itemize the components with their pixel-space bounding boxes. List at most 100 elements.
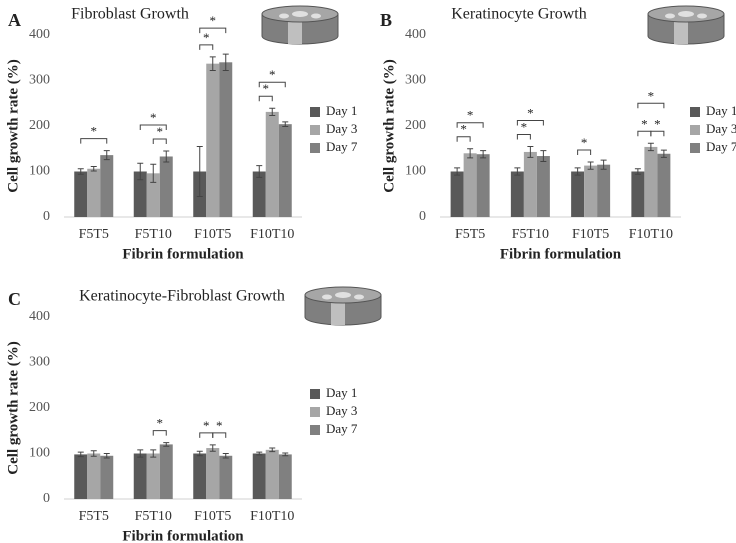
significance-bracket: [212, 432, 227, 438]
bar: [87, 168, 101, 217]
bar: [146, 173, 160, 217]
error-bar: [660, 149, 667, 158]
x-tick-label: F10T5: [194, 227, 231, 242]
error-bar: [527, 145, 534, 158]
significance-bracket: [139, 124, 167, 131]
y-tick-label: 0: [419, 209, 426, 224]
bar: [584, 165, 598, 217]
error-bar: [269, 447, 276, 453]
bar: [644, 146, 658, 217]
error-bar: [480, 150, 487, 159]
icon-hole: [697, 13, 707, 19]
legend-label: Day 3: [326, 121, 357, 136]
significance-label: *: [654, 116, 661, 131]
y-tick-label: 200: [405, 118, 426, 133]
legend-swatch: [310, 407, 320, 417]
significance-bracket: [258, 81, 286, 88]
bar: [206, 448, 220, 499]
icon-hole: [678, 11, 694, 17]
panel-letter: A: [8, 10, 21, 30]
x-axis-label: Fibrin formulation: [122, 246, 244, 262]
bar: [193, 453, 207, 499]
significance-label: *: [203, 30, 210, 45]
icon-hole: [335, 292, 351, 298]
error-bar: [103, 150, 110, 161]
bar: [74, 171, 88, 217]
bar: [657, 153, 671, 217]
bar: [159, 156, 173, 217]
significance-bracket: [456, 136, 471, 142]
significance-label: *: [527, 105, 534, 120]
y-tick-label: 0: [43, 209, 50, 224]
legend-swatch: [690, 107, 700, 117]
bar: [278, 124, 292, 217]
bar: [100, 455, 114, 499]
y-tick-label: 100: [29, 446, 50, 461]
bar: [206, 63, 220, 217]
icon-hole: [354, 294, 364, 300]
significance-label: *: [269, 67, 276, 82]
x-tick-label: F5T5: [455, 227, 485, 242]
y-tick-label: 400: [405, 27, 426, 42]
error-bar: [634, 168, 641, 175]
x-axis-label: Fibrin formulation: [122, 528, 244, 543]
error-bar: [209, 56, 216, 71]
bar: [510, 171, 524, 217]
significance-bracket: [637, 130, 652, 137]
significance-label: *: [203, 418, 210, 433]
error-bar: [163, 442, 170, 447]
error-bar: [514, 167, 521, 176]
y-axis-label: Cell growth rate (%): [5, 59, 21, 192]
error-bar: [196, 450, 203, 457]
error-bar: [256, 165, 263, 178]
error-bar: [600, 159, 607, 170]
bar: [463, 153, 477, 217]
error-bar: [196, 145, 203, 198]
legend-label: Day 3: [326, 403, 357, 418]
significance-bracket: [80, 138, 108, 144]
significance-label: *: [641, 116, 648, 131]
legend-swatch: [310, 389, 320, 399]
significance-label: *: [263, 81, 270, 96]
legend-label: Day 7: [706, 139, 736, 154]
legend-swatch: [310, 143, 320, 153]
error-bar: [454, 167, 461, 176]
significance-label: *: [467, 108, 474, 123]
panel-letter: C: [8, 289, 21, 309]
error-bar: [77, 168, 84, 175]
bar: [523, 151, 537, 217]
y-tick-label: 400: [29, 309, 50, 324]
error-bar: [282, 452, 289, 457]
x-tick-label: F10T5: [572, 227, 609, 242]
panel-letter: B: [380, 10, 392, 30]
legend-swatch: [690, 125, 700, 135]
bar: [159, 444, 173, 499]
bar: [133, 453, 147, 499]
y-tick-label: 0: [43, 491, 50, 506]
significance-label: *: [648, 88, 655, 103]
significance-bracket: [650, 130, 665, 137]
significance-bracket: [516, 119, 544, 126]
bar: [74, 454, 88, 499]
error-bar: [540, 150, 547, 162]
error-bar: [269, 107, 276, 117]
error-bar: [467, 148, 474, 159]
significance-label: *: [91, 124, 98, 139]
error-bar: [137, 449, 144, 458]
icon-hole: [292, 11, 308, 17]
x-tick-label: F5T5: [79, 509, 109, 524]
significance-label: *: [157, 416, 164, 431]
error-bar: [256, 451, 263, 456]
significance-label: *: [216, 418, 223, 433]
significance-bracket: [152, 138, 167, 145]
x-tick-label: F5T5: [79, 227, 109, 242]
significance-bracket: [152, 430, 167, 436]
error-bar: [137, 162, 144, 181]
significance-bracket: [577, 149, 592, 155]
error-bar: [77, 451, 84, 458]
significance-bracket: [199, 432, 214, 438]
y-tick-label: 200: [29, 118, 50, 133]
bar: [571, 171, 585, 217]
bar: [219, 62, 233, 217]
significance-bracket: [516, 133, 531, 140]
